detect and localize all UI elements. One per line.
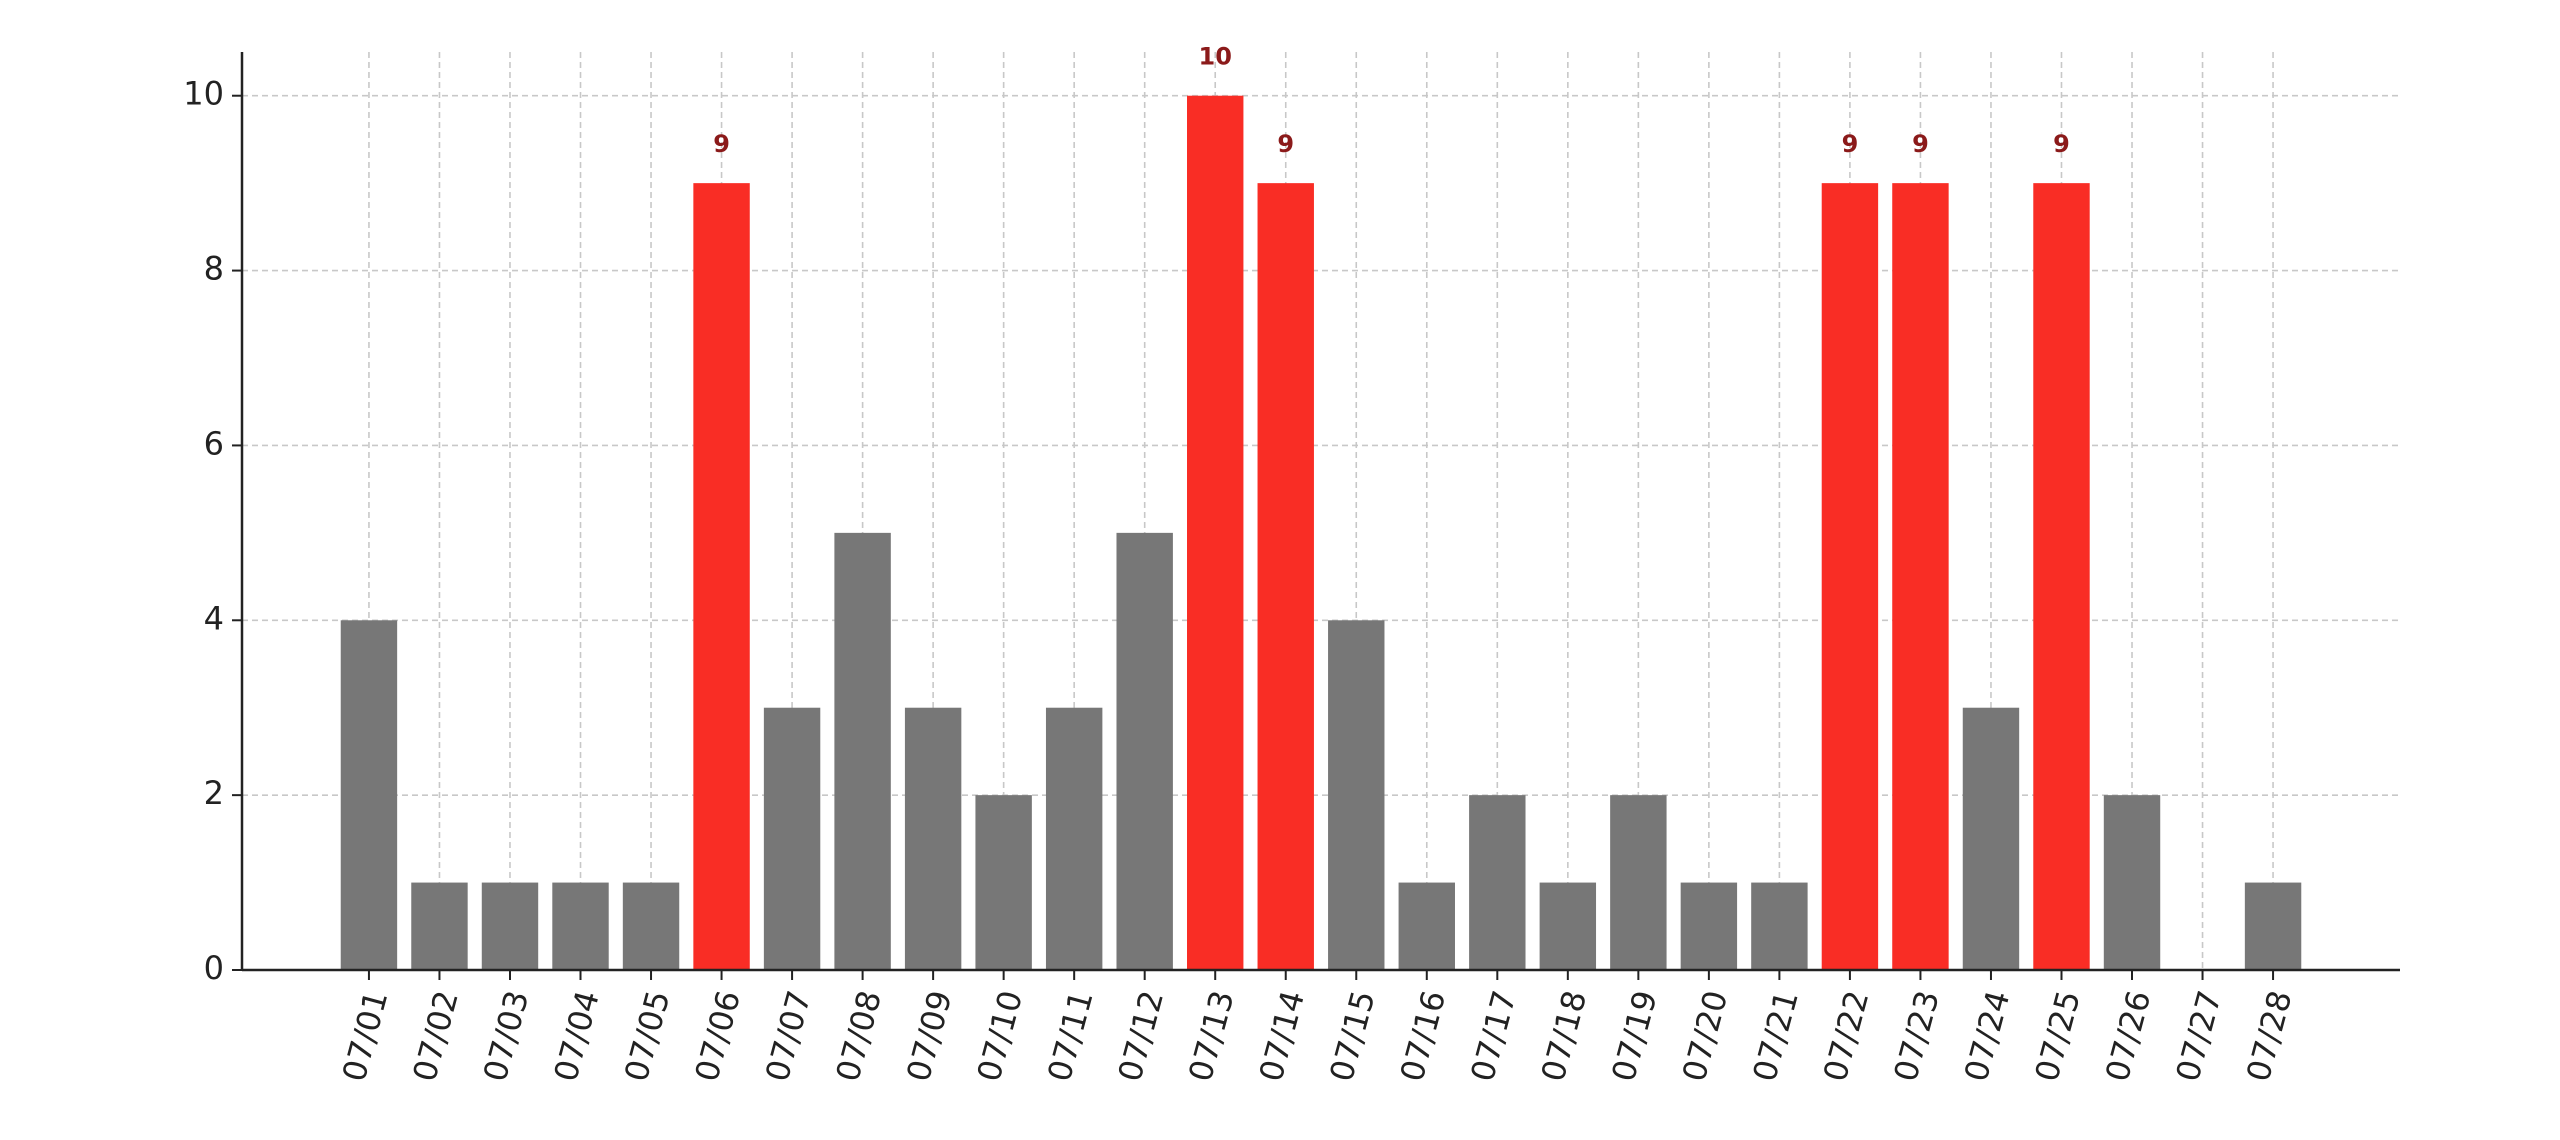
bar <box>552 882 609 970</box>
y-tick-label: 8 <box>204 250 224 288</box>
bar <box>1116 532 1173 970</box>
y-tick-label: 6 <box>204 424 224 462</box>
bar <box>1962 707 2020 970</box>
y-tick-label: 10 <box>183 75 224 113</box>
bar <box>1892 183 1949 971</box>
value-label: 9 <box>713 130 730 158</box>
x-tick-label: 07/04 <box>546 987 607 1086</box>
x-tick-label: 07/20 <box>1675 987 1736 1086</box>
bar <box>1610 795 1667 970</box>
bar <box>1680 882 1738 970</box>
x-tick-label: 07/17 <box>1463 987 1524 1086</box>
x-tick-label: 07/12 <box>1111 987 1172 1086</box>
value-label: 9 <box>2053 130 2070 158</box>
x-tick-label: 07/21 <box>1745 987 1806 1086</box>
bar <box>1257 183 1314 971</box>
x-tick-label: 07/24 <box>1957 987 2018 1086</box>
bar <box>1398 882 1455 970</box>
x-tick-label: 07/25 <box>2027 987 2088 1086</box>
y-tick-label: 0 <box>204 949 224 987</box>
x-tick-label: 07/07 <box>758 987 819 1086</box>
x-tick-label: 07/11 <box>1040 987 1101 1086</box>
bar <box>975 795 1032 970</box>
y-tick-label: 4 <box>204 599 224 637</box>
bar <box>1328 620 1385 970</box>
bar <box>904 707 962 970</box>
bar <box>1751 882 1808 970</box>
bar <box>834 532 891 970</box>
bar <box>1539 882 1597 970</box>
x-tick-label: 07/15 <box>1322 987 1383 1086</box>
bar <box>693 183 750 971</box>
x-tick-label: 07/06 <box>687 987 748 1086</box>
x-tick-label: 07/18 <box>1534 987 1595 1086</box>
x-tick-label: 07/22 <box>1816 987 1877 1086</box>
bar <box>411 882 468 970</box>
bar <box>340 620 398 970</box>
x-tick-label: 07/05 <box>617 987 678 1086</box>
bar <box>2103 795 2161 970</box>
bar <box>763 707 821 970</box>
value-label: 9 <box>1912 130 1929 158</box>
y-tick-label: 2 <box>204 774 224 812</box>
x-tick-label: 07/19 <box>1604 987 1665 1086</box>
bar <box>1187 95 1244 970</box>
x-tick-label: 07/09 <box>899 987 960 1086</box>
bar <box>1045 707 1103 970</box>
x-tick-label: 07/14 <box>1252 987 1313 1086</box>
x-tick-label: 07/13 <box>1181 987 1242 1086</box>
x-tick-label: 07/28 <box>2239 987 2300 1086</box>
x-tick-label: 07/01 <box>335 987 396 1086</box>
bar <box>2033 183 2090 971</box>
x-tick-label: 07/03 <box>476 987 537 1086</box>
value-label: 9 <box>1277 130 1294 158</box>
bar <box>2244 882 2302 970</box>
x-tick-label: 07/26 <box>2098 987 2159 1086</box>
x-tick-label: 07/27 <box>2168 987 2229 1086</box>
x-tick-label: 07/08 <box>828 987 889 1086</box>
bar <box>1469 795 1526 970</box>
x-tick-label: 07/16 <box>1393 987 1454 1086</box>
bar <box>622 882 680 970</box>
x-tick-label: 07/10 <box>969 987 1030 1086</box>
x-tick-label: 07/23 <box>1886 987 1947 1086</box>
value-label: 10 <box>1199 43 1232 71</box>
bar <box>481 882 539 970</box>
value-label: 9 <box>1842 130 1859 158</box>
bar <box>1821 183 1879 971</box>
x-tick-label: 07/02 <box>405 987 466 1086</box>
